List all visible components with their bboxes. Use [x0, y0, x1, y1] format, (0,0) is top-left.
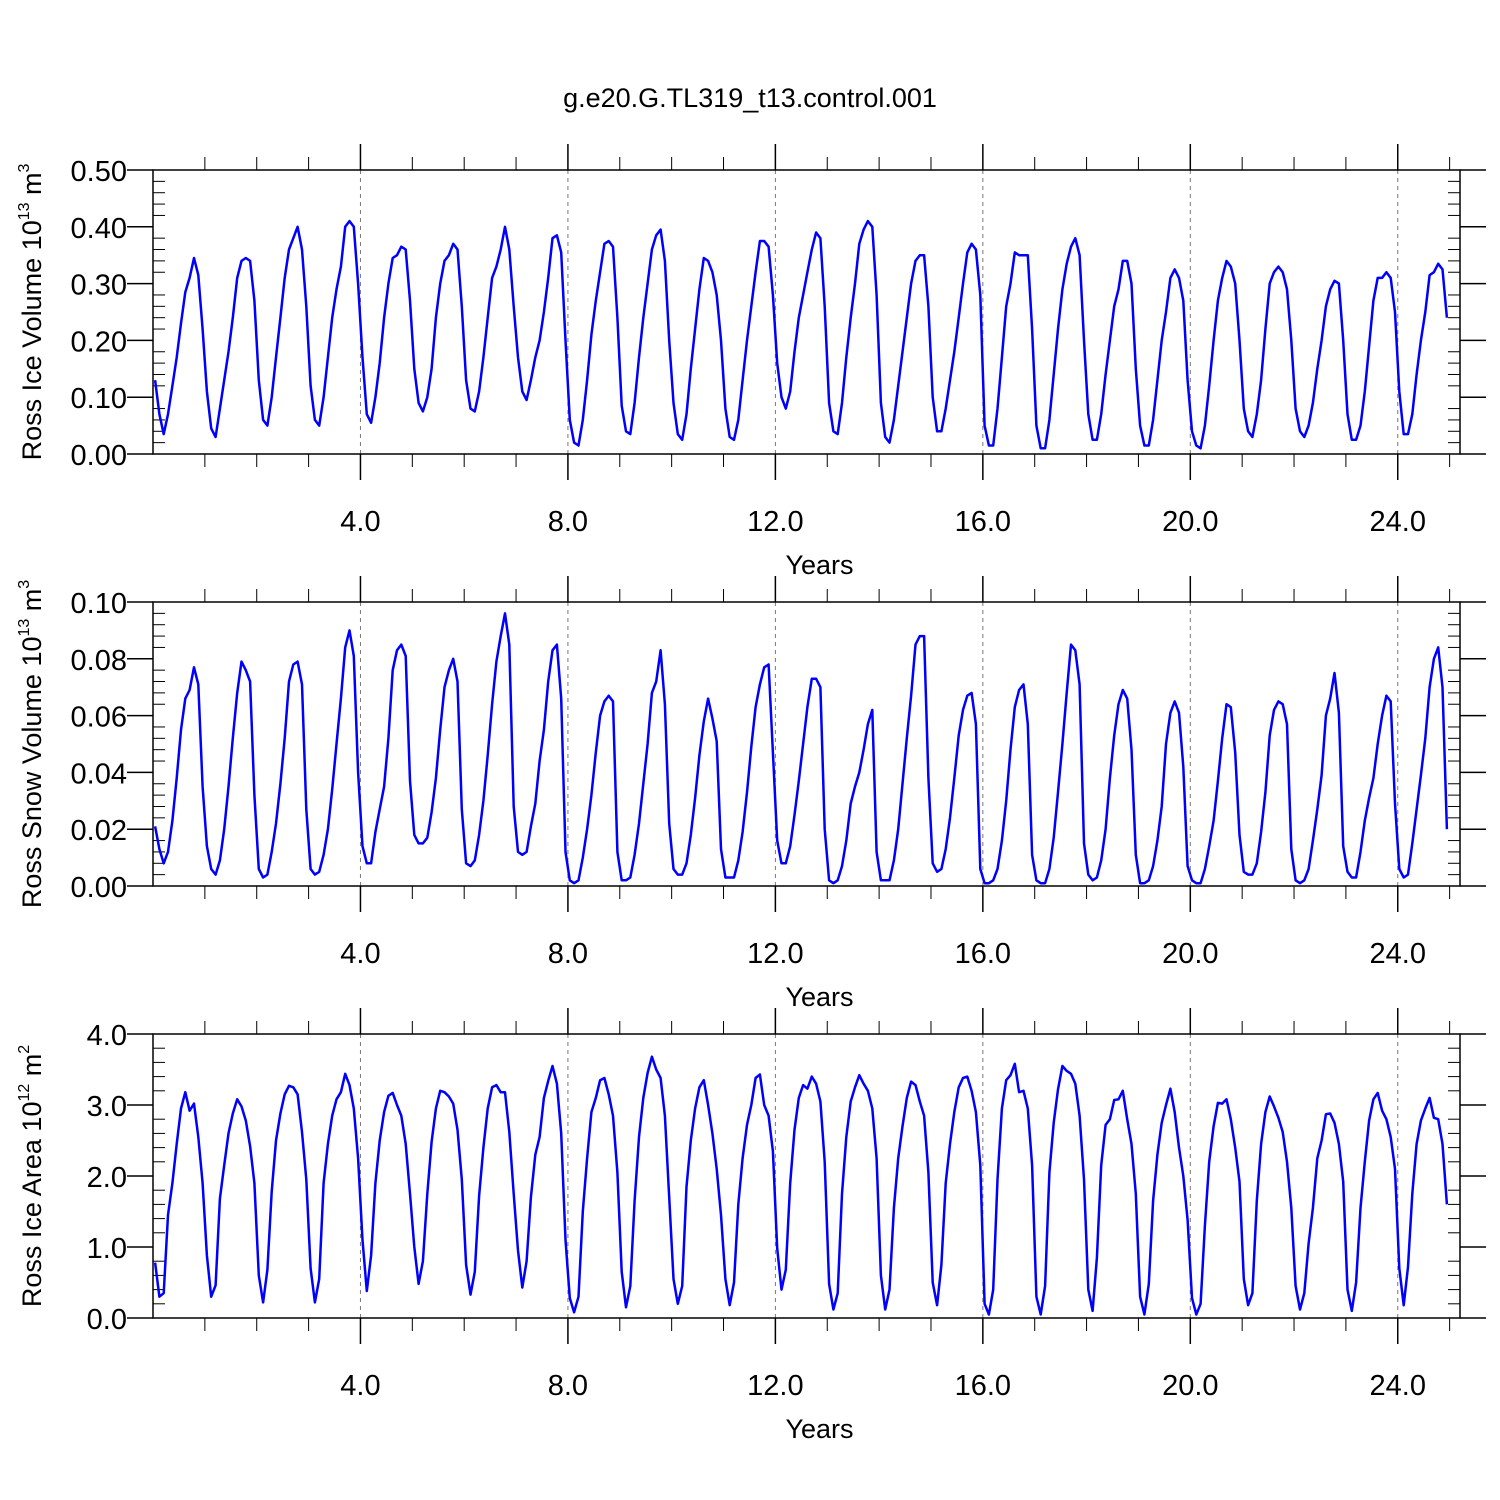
y-axis-label: Ross Ice Area 1012 m2 [16, 1045, 47, 1307]
y-tick-label: 0.10 [71, 588, 127, 620]
x-tick-label: 16.0 [955, 1370, 1011, 1402]
y-axis-label-part: m [17, 172, 47, 202]
y-tick-label: 0.00 [71, 440, 127, 472]
y-axis-label-part: 12 [16, 1084, 33, 1102]
x-tick-label: 24.0 [1370, 506, 1426, 538]
x-tick-label: 24.0 [1370, 1370, 1426, 1402]
x-tick-label: 20.0 [1162, 506, 1218, 538]
x-tick-label: 4.0 [340, 1370, 380, 1402]
y-axis-label-part: Ross Snow Volume 10 [17, 637, 47, 909]
y-axis-label: Ross Snow Volume 1013 m3 [16, 580, 47, 908]
x-tick-label: 16.0 [955, 938, 1011, 970]
y-axis-label-part: 13 [16, 619, 33, 637]
x-axis-label: Years [785, 982, 853, 1012]
series-line [153, 612, 1449, 885]
y-axis-label-part: Ross Ice Volume 10 [17, 220, 47, 460]
y-tick-label: 0.06 [71, 702, 127, 734]
y-tick-label: 0.30 [71, 270, 127, 302]
y-tick-label: 0.00 [71, 872, 127, 904]
y-axis-label-part: 13 [16, 202, 33, 220]
y-tick-label: 0.02 [71, 815, 127, 847]
plot-frame [152, 169, 1461, 455]
y-axis-label-part: Ross Ice Area 10 [17, 1102, 47, 1308]
y-axis-label: Ross Ice Volume 1013 m3 [16, 163, 47, 460]
y-tick-label: 0.40 [71, 213, 127, 245]
y-tick-label: 0.04 [71, 758, 127, 790]
y-axis-label-part: m [17, 1054, 47, 1084]
x-axis-label: Years [785, 550, 853, 580]
y-axis-label-part: 2 [16, 1045, 33, 1054]
y-axis-label-part: 3 [16, 580, 33, 589]
y-tick-label: 3.0 [87, 1091, 127, 1123]
y-tick-label: 2.0 [87, 1162, 127, 1194]
series-line [153, 219, 1449, 450]
y-tick-label: 0.50 [71, 156, 127, 188]
panels: 0.000.100.200.300.400.504.0 8.0 12.0 16.0 20… [16, 144, 1486, 1444]
x-axis-label: Years [785, 1414, 853, 1444]
x-tick-label: 24.0 [1370, 938, 1426, 970]
y-tick-label: 1.0 [87, 1233, 127, 1265]
x-tick-label: 8.0 [548, 1370, 588, 1402]
plot-frame [152, 601, 1461, 887]
plot-frame [152, 1033, 1461, 1319]
y-axis-label-part: m [17, 589, 47, 619]
y-axis-label-part: 3 [16, 163, 33, 172]
panel-1: 0.00 0.10 0.20 0.30 0.40 0.50 4.0 8.0 12.0 16.0 20… [16, 144, 1486, 580]
y-tick-label: 0.0 [87, 1304, 127, 1336]
panel-3: 0.0 1.0 2.0 3.0 4.0 4.0 8.0 12.0 16.0 20.0 24.0 Yea… [16, 1008, 1486, 1444]
y-tick-label: 0.10 [71, 383, 127, 415]
x-tick-label: 12.0 [747, 1370, 803, 1402]
x-tick-label: 12.0 [747, 506, 803, 538]
x-tick-label: 20.0 [1162, 938, 1218, 970]
x-tick-label: 12.0 [747, 938, 803, 970]
series-line [153, 1055, 1449, 1316]
figure-title: g.e20.G.TL319_t13.control.001 [563, 83, 937, 113]
x-tick-label: 4.0 [340, 506, 380, 538]
x-tick-label: 4.0 [340, 938, 380, 970]
y-tick-label: 4.0 [87, 1020, 127, 1052]
x-tick-label: 20.0 [1162, 1370, 1218, 1402]
x-tick-label: 16.0 [955, 506, 1011, 538]
x-tick-label: 8.0 [548, 506, 588, 538]
y-tick-label: 0.20 [71, 326, 127, 358]
panel-2: 0.00 0.02 0.04 0.06 0.08 0.10 4.0 8.0 12.0 16.0 20… [16, 576, 1486, 1012]
y-tick-label: 0.08 [71, 645, 127, 677]
x-tick-label: 8.0 [548, 938, 588, 970]
